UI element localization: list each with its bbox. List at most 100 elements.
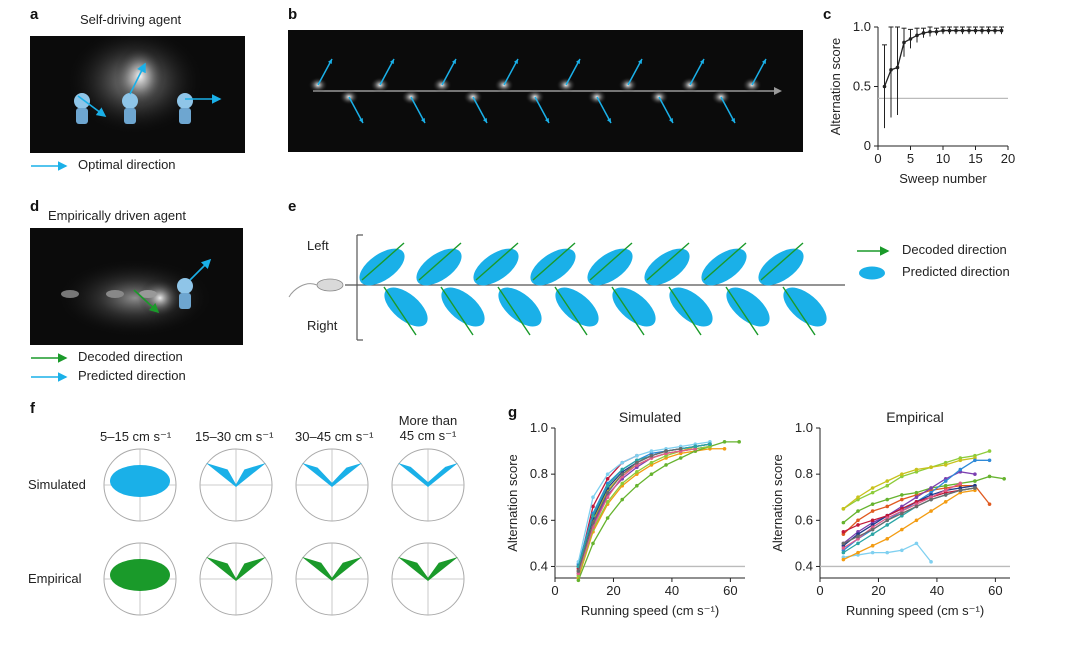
alternation-vs-sweep-chart: 0 5 10 15 20 0 0.5 1.0 Sweep number Alternation s… [828,19,1015,186]
panel-d-image [30,228,243,345]
x-axis-label: Sweep number [899,171,987,186]
data-point [915,33,919,38]
data-point [856,523,860,527]
empirical-field [55,258,215,338]
predicted-ellipse-right [498,287,542,327]
decoded-arrow-left [589,242,633,281]
panel-d-label: d [30,198,40,215]
data-point [943,479,948,483]
decoded-arrow-right [497,286,531,336]
sweep-arrowhead [699,59,704,64]
data-point [885,504,890,509]
mouse-icon [61,290,157,298]
sweep-arrow [441,58,457,86]
panel-d-legend-1: Decoded direction [30,349,183,364]
data-point [664,463,668,467]
data-point [902,40,906,45]
x-axis-label: Running speed (cm s⁻¹) [581,603,719,618]
data-point [958,458,963,463]
series-line [577,441,740,581]
predicted-ellipse-left [473,248,519,286]
data-point [958,481,963,486]
y-tick-label: 0.4 [530,558,548,573]
data-point [856,509,860,513]
data-point [620,481,625,486]
data-point [958,488,963,493]
data-point [885,536,890,541]
y-axis-label: Alternation score [828,38,843,136]
direction-distribution [110,559,170,591]
panel-e-legend-1: Decoded direction [856,242,1007,257]
sweep-arrowhead [451,59,456,64]
data-point [941,28,945,33]
data-point [958,467,963,472]
sweep-arrowhead [420,118,425,123]
data-point [889,68,893,72]
data-point [943,500,948,504]
decoded-arrow-left [703,242,747,281]
self-driving-field [65,26,222,136]
legend-optimal-direction: Optimal direction [78,157,176,172]
data-point [620,497,625,502]
sweep-arrow [596,96,612,124]
green-arrow-icon [31,352,68,363]
data-point [929,497,933,502]
data-point [591,541,595,546]
data-point [737,440,741,444]
data-point [591,495,595,500]
x-axis-label: Running speed (cm s⁻¹) [846,603,984,618]
data-point [885,523,890,527]
data-point [605,516,610,520]
data-point [841,530,846,534]
predicted-ellipse-left [416,248,462,286]
direction-distribution [110,465,170,497]
data-point [928,29,932,34]
predicted-ellipse-right [612,287,656,327]
data-point [929,560,933,564]
data-point [870,543,875,548]
y-tick-label: 0 [864,138,871,153]
series-line [843,489,976,561]
decoded-arrow-right [782,286,816,336]
data-point [929,486,933,490]
data-point [605,476,610,481]
data-point [870,509,875,513]
data-point [678,456,683,460]
data-point [973,486,977,490]
sweep-arrowhead [730,118,735,123]
data-point [914,518,919,523]
data-point [967,28,971,33]
data-point [947,28,952,33]
col-label-3: 30–45 cm s⁻¹ [295,429,374,444]
legend-predicted-direction: Predicted direction [78,368,186,383]
x-tick-label: 0 [551,583,558,598]
direction-distribution [206,463,266,487]
panel-a-title: Self-driving agent [80,12,182,27]
simulated-alternation-chart: 0 20 40 60 0.4 0.6 0.8 1.0 Running speed (cm s⁻¹… [505,409,745,618]
data-point [885,518,890,523]
predicted-ellipse-right [555,287,599,327]
data-point [620,472,625,476]
panel-a-image [30,26,245,153]
predicted-ellipse-left [701,248,747,286]
sweep-arrowhead [327,59,332,64]
data-point [605,483,610,488]
data-point [635,453,639,458]
data-point [856,534,860,539]
series-line [577,441,711,562]
data-point [914,504,919,509]
direction-distribution [398,463,458,487]
decoded-arrow-right [554,286,588,336]
sweep-arrow [627,58,643,86]
y-tick-label: 0.8 [530,466,548,481]
panel-e-label: e [288,198,297,215]
x-tick-label: 40 [930,583,944,598]
data-point [841,506,846,511]
data-point [576,569,581,573]
data-point [943,493,948,497]
data-point [708,442,712,446]
data-point [908,37,913,41]
sweep-arrow [658,96,674,124]
legend-e-predicted-direction: Predicted direction [902,264,1010,279]
data-point [870,518,875,523]
